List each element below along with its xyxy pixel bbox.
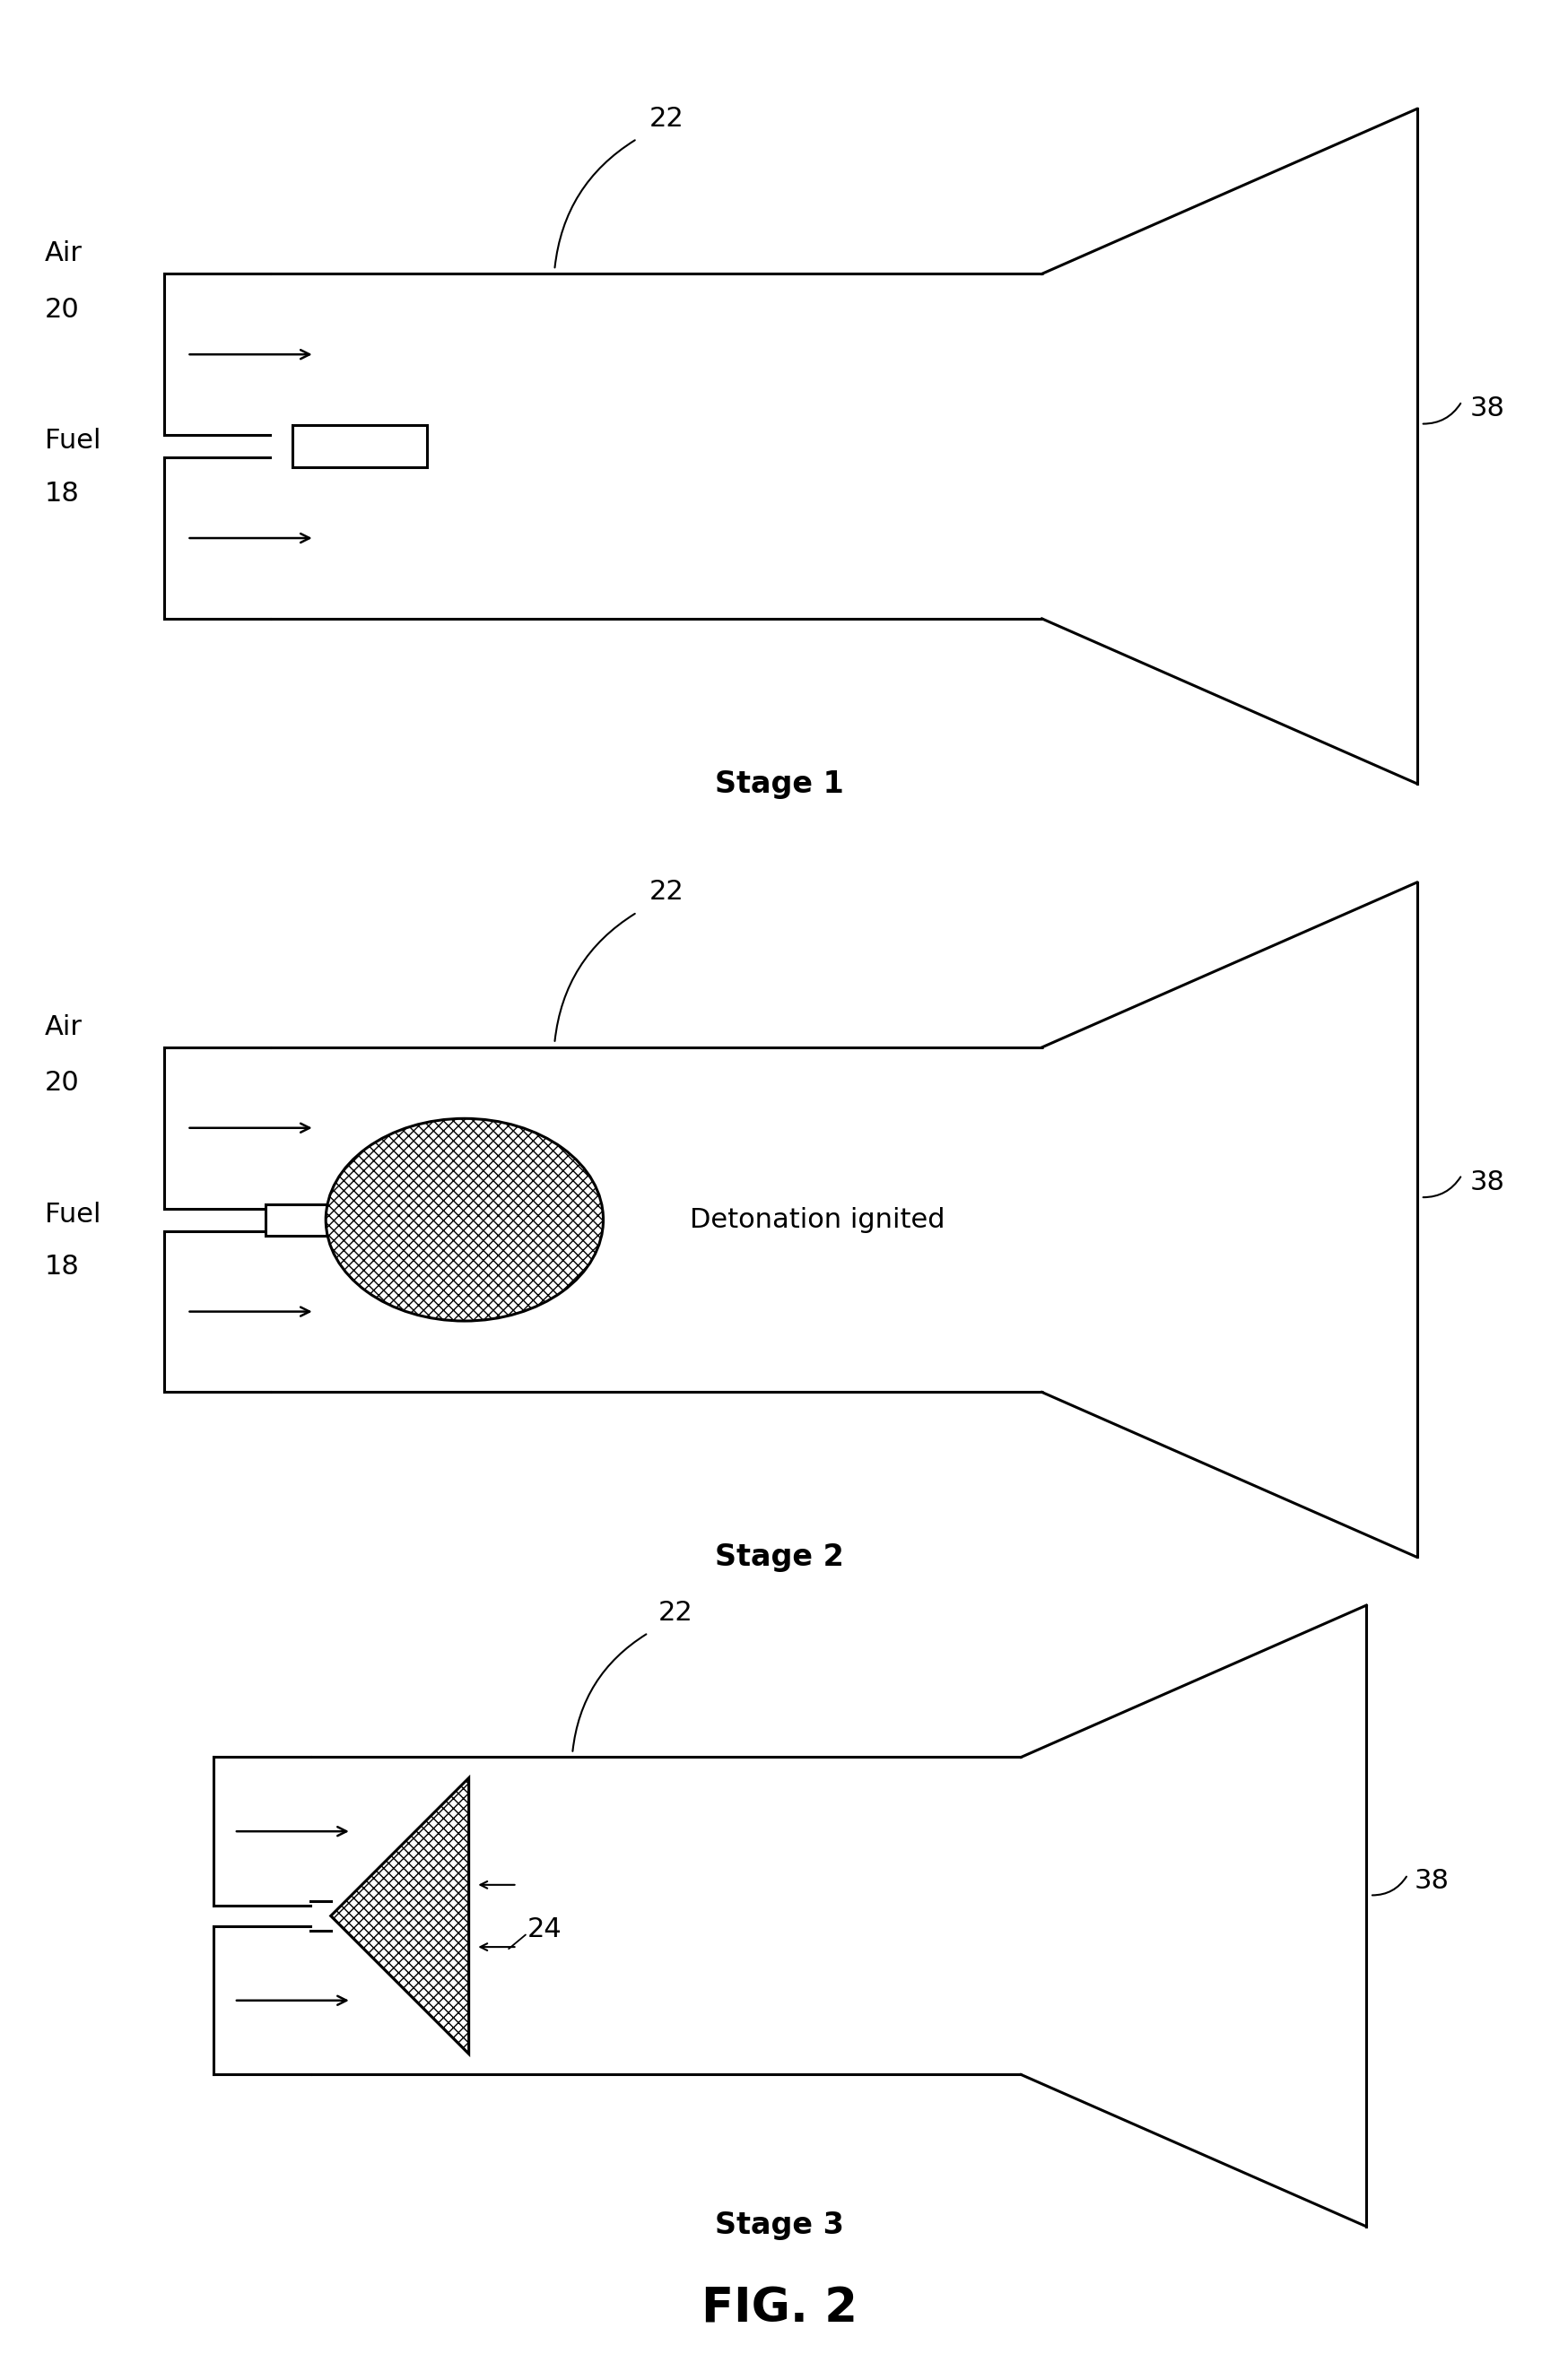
Text: 38: 38 bbox=[1470, 1169, 1504, 1195]
Text: 22: 22 bbox=[650, 105, 684, 131]
Text: 20: 20 bbox=[45, 1071, 80, 1097]
Text: 18: 18 bbox=[45, 481, 80, 507]
Text: 22: 22 bbox=[650, 878, 684, 904]
Polygon shape bbox=[331, 1778, 469, 2054]
Ellipse shape bbox=[326, 1119, 603, 1321]
Text: Stage 2: Stage 2 bbox=[716, 1542, 843, 1573]
Text: Fuel: Fuel bbox=[45, 428, 101, 455]
Text: Fuel: Fuel bbox=[45, 1202, 101, 1228]
Text: Detonation ignited: Detonation ignited bbox=[689, 1207, 945, 1233]
Text: 38: 38 bbox=[1470, 395, 1504, 421]
Text: Air: Air bbox=[45, 1014, 83, 1040]
Bar bbox=[267, 1204, 337, 1235]
Bar bbox=[292, 426, 427, 466]
Text: FIG. 2: FIG. 2 bbox=[702, 2285, 857, 2332]
Text: 20: 20 bbox=[45, 298, 80, 324]
Text: 22: 22 bbox=[658, 1599, 694, 1626]
Text: Stage 1: Stage 1 bbox=[716, 769, 843, 800]
Text: 38: 38 bbox=[1414, 1868, 1450, 1894]
Text: 18: 18 bbox=[45, 1254, 80, 1280]
Text: Stage 3: Stage 3 bbox=[716, 2211, 843, 2240]
Text: Air: Air bbox=[45, 240, 83, 267]
Text: 24: 24 bbox=[527, 1916, 563, 1942]
